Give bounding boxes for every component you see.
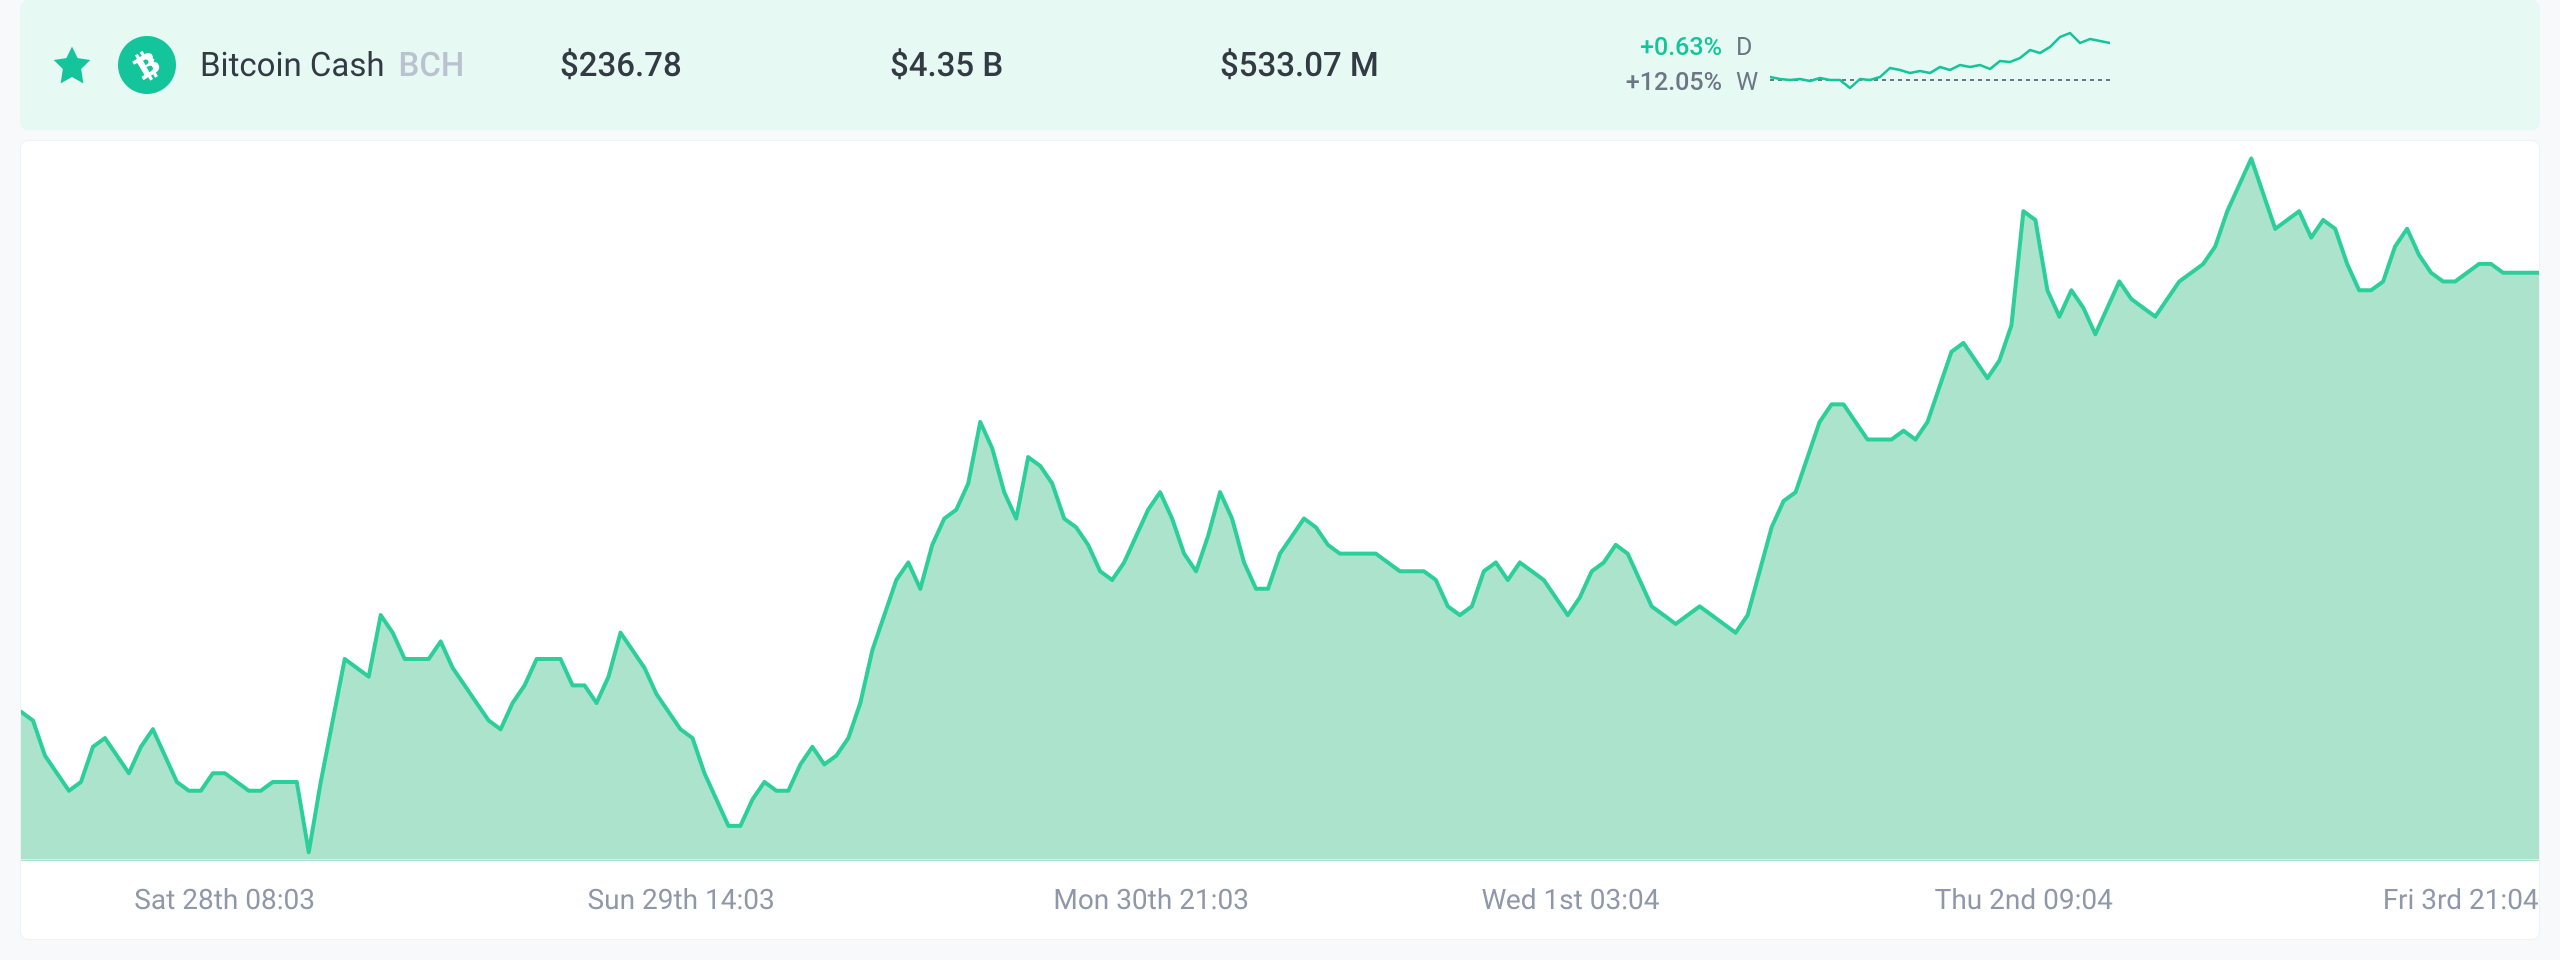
price-value: $236.78 [560,46,890,85]
change-week-row: +12.05% W [1550,68,1760,97]
x-axis-label: Sat 28th 08:03 [134,883,315,916]
change-week-pct: +12.05% [1626,68,1722,97]
x-axis-label: Sun 29th 14:03 [588,883,775,916]
price-chart-panel[interactable]: Sat 28th 08:03 Sun 29th 14:03 Mon 30th 21:… [20,140,2540,940]
change-day-label: D [1736,33,1760,62]
coin-name: Bitcoin Cash [200,46,385,85]
x-axis-label: Mon 30th 21:03 [1053,883,1249,916]
market-cap-value: $4.35 B [890,46,1220,85]
change-week-label: W [1736,68,1760,97]
x-axis-label: Thu 2nd 09:04 [1935,883,2113,916]
favorite-star-icon[interactable] [50,43,94,87]
x-axis-label: Wed 1st 03:04 [1481,883,1659,916]
change-block: +0.63% D +12.05% W [1550,33,1760,97]
change-day-row: +0.63% D [1550,33,1760,62]
coin-name-block: Bitcoin Cash BCH [200,46,560,85]
price-area-chart[interactable] [21,141,2539,861]
change-day-pct: +0.63% [1640,33,1722,62]
volume-value: $533.07 M [1220,46,1550,85]
coin-symbol: BCH [399,46,465,85]
asset-header-row[interactable]: Bitcoin Cash BCH $236.78 $4.35 B $533.07… [20,0,2540,130]
x-axis: Sat 28th 08:03 Sun 29th 14:03 Mon 30th 21:… [21,859,2539,939]
sparkline [1770,25,2110,105]
coin-logo-icon [118,36,176,94]
x-axis-label: Fri 3rd 21:04 [2383,883,2539,916]
